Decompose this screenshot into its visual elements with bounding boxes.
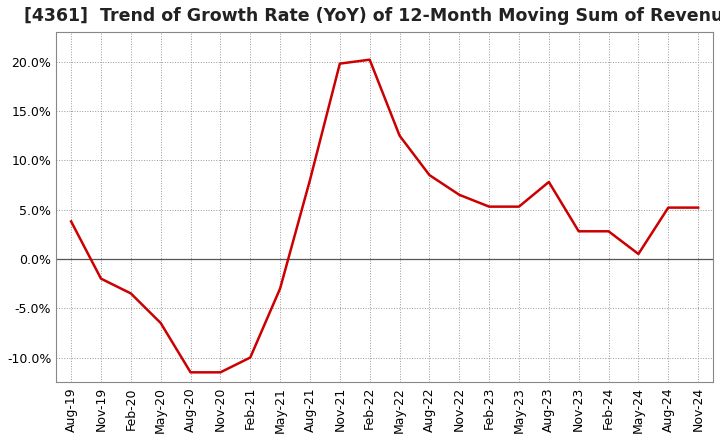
- Title: [4361]  Trend of Growth Rate (YoY) of 12-Month Moving Sum of Revenues: [4361] Trend of Growth Rate (YoY) of 12-…: [24, 7, 720, 25]
